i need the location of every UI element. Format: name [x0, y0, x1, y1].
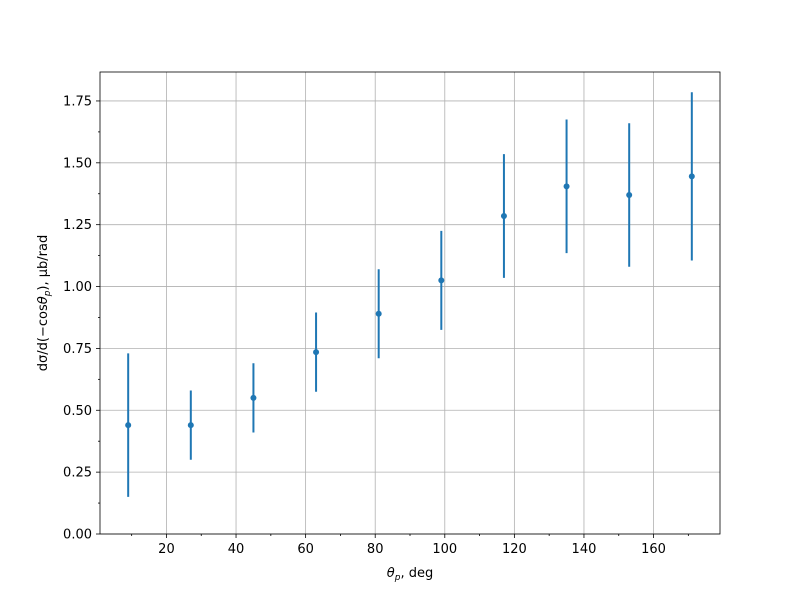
data-point: [313, 349, 320, 356]
y-label-sub: p: [43, 290, 53, 297]
data-point: [626, 191, 633, 198]
x-tick-label: 100: [432, 542, 457, 557]
y-tick-label: 1.50: [63, 156, 92, 171]
x-tick-label: 160: [641, 542, 666, 557]
x-label-symbol: θ: [387, 566, 395, 581]
y-axis-label: dσ/d(−cosθp), μb/rad: [36, 235, 53, 371]
data-point: [563, 183, 570, 190]
x-tick-label: 80: [367, 542, 384, 557]
y-tick-label: 0.75: [63, 342, 92, 357]
y-label-pre: dσ/d(−cos: [36, 304, 51, 371]
y-tick-label: 1.75: [63, 94, 92, 109]
y-tick-label: 1.00: [63, 280, 92, 295]
x-tick-label: 40: [228, 542, 245, 557]
data-point: [688, 173, 695, 180]
x-tick-label: 120: [502, 542, 527, 557]
data-point: [438, 277, 445, 284]
x-axis-label: θp, deg: [387, 566, 433, 583]
y-tick-label: 0.25: [63, 466, 92, 481]
y-tick-label: 0.00: [63, 528, 92, 543]
y-label-unit: ), μb/rad: [36, 235, 51, 291]
y-tick-label: 1.25: [63, 218, 92, 233]
x-label-sub: p: [394, 573, 401, 583]
data-point: [187, 422, 194, 429]
x-tick-label: 140: [572, 542, 597, 557]
data-point: [375, 310, 382, 317]
y-tick-label: 0.50: [63, 404, 92, 419]
data-point: [250, 394, 257, 401]
x-tick-label: 20: [158, 542, 175, 557]
x-label-unit: , deg: [400, 566, 433, 581]
data-point: [125, 422, 132, 429]
x-tick-label: 60: [297, 542, 314, 557]
y-label-symbol: θ: [36, 296, 51, 304]
data-point: [500, 213, 507, 220]
grid: [100, 72, 720, 535]
